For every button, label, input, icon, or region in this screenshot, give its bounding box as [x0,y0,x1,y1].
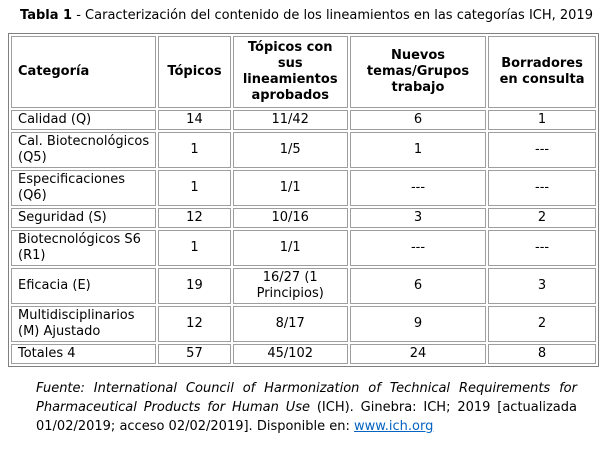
cell-aprobados: 45/102 [232,344,348,364]
cell-nuevos: 24 [349,344,487,364]
cell-categoria: Especificaciones (Q6) [11,170,157,206]
source-citation-italic: Fuente: International Council of Harmoni… [36,381,577,415]
table-row: Cal. Biotecnológicos (Q5) 1 1/5 1 --- [11,132,596,168]
ich-table: Categoría Tópicos Tópicos con sus lineam… [8,33,599,367]
table-row: Biotecnológicos S6 (R1) 1 1/1 --- --- [11,230,596,266]
cell-topicos: 1 [158,230,231,266]
cell-categoria: Multidisciplinarios (M) Ajustado [11,306,157,342]
column-header-topicos: Tópicos [158,36,231,108]
cell-borradores: 8 [488,344,596,364]
table-row: Especificaciones (Q6) 1 1/1 --- --- [11,170,596,206]
cell-aprobados: 11/42 [232,110,348,130]
table-caption: Tabla 1 - Caracterización del contenido … [10,7,603,24]
ich-website-link[interactable]: www.ich.org [354,419,434,434]
cell-aprobados: 1/1 [232,170,348,206]
table-row-totals: Totales 4 57 45/102 24 8 [11,344,596,364]
cell-borradores: 3 [488,268,596,304]
table-caption-text: - Caracterización del contenido de los l… [72,8,593,23]
source-note: Fuente: International Council of Harmoni… [36,379,577,436]
cell-topicos: 12 [158,306,231,342]
header-row: Categoría Tópicos Tópicos con sus lineam… [11,36,596,108]
cell-topicos: 19 [158,268,231,304]
cell-categoria: Biotecnológicos S6 (R1) [11,230,157,266]
cell-nuevos: 1 [349,132,487,168]
table-row: Calidad (Q) 14 11/42 6 1 [11,110,596,130]
cell-topicos: 12 [158,208,231,228]
column-header-nuevos-temas: Nuevos temas/Grupos trabajo [349,36,487,108]
cell-aprobados: 16/27 (1 Principios) [232,268,348,304]
cell-nuevos: 9 [349,306,487,342]
cell-categoria: Eficacia (E) [11,268,157,304]
cell-aprobados: 8/17 [232,306,348,342]
cell-categoria: Seguridad (S) [11,208,157,228]
cell-topicos: 57 [158,344,231,364]
table-caption-label: Tabla 1 [20,8,73,23]
cell-topicos: 1 [158,170,231,206]
cell-categoria: Cal. Biotecnológicos (Q5) [11,132,157,168]
cell-aprobados: 10/16 [232,208,348,228]
cell-topicos: 1 [158,132,231,168]
table-row: Seguridad (S) 12 10/16 3 2 [11,208,596,228]
column-header-categoria: Categoría [11,36,157,108]
cell-topicos: 14 [158,110,231,130]
cell-nuevos: 6 [349,110,487,130]
cell-borradores: 2 [488,306,596,342]
cell-nuevos: --- [349,170,487,206]
cell-borradores: --- [488,132,596,168]
cell-nuevos: 6 [349,268,487,304]
table-row: Multidisciplinarios (M) Ajustado 12 8/17… [11,306,596,342]
cell-categoria: Totales 4 [11,344,157,364]
cell-aprobados: 1/1 [232,230,348,266]
cell-borradores: 2 [488,208,596,228]
cell-borradores: --- [488,230,596,266]
column-header-lineamientos-aprobados: Tópicos con sus lineamientos aprobados [232,36,348,108]
cell-borradores: 1 [488,110,596,130]
cell-nuevos: --- [349,230,487,266]
cell-borradores: --- [488,170,596,206]
column-header-borradores: Borradores en consulta [488,36,596,108]
cell-nuevos: 3 [349,208,487,228]
cell-aprobados: 1/5 [232,132,348,168]
table-row: Eficacia (E) 19 16/27 (1 Principios) 6 3 [11,268,596,304]
source-citation-rest: (ICH). Ginebra: ICH; 2019 [actualizada 0… [36,400,577,434]
cell-categoria: Calidad (Q) [11,110,157,130]
